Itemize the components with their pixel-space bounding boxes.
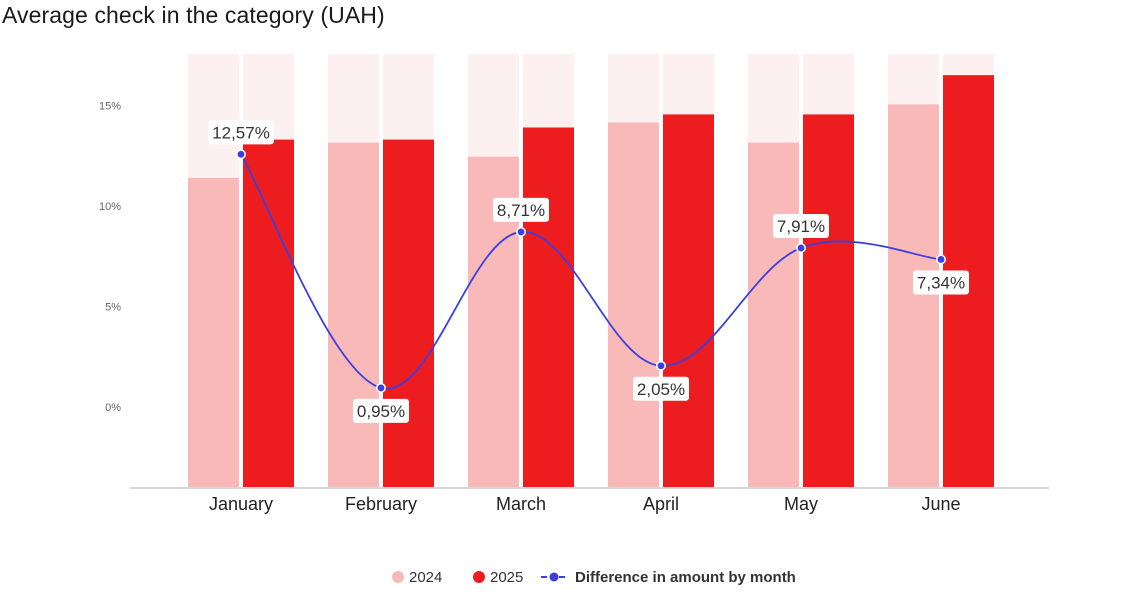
bar-2024 bbox=[608, 122, 659, 487]
x-tick-label: June bbox=[921, 494, 960, 514]
data-label-box bbox=[353, 398, 409, 423]
difference-point bbox=[936, 254, 946, 265]
difference-point bbox=[516, 226, 526, 237]
legend-marker-2025 bbox=[473, 571, 485, 583]
data-label: 7,34% bbox=[917, 273, 965, 292]
data-label: 2,05% bbox=[637, 380, 685, 399]
bar-2024 bbox=[888, 104, 939, 487]
bar-2024 bbox=[188, 177, 239, 487]
difference-point bbox=[236, 149, 246, 160]
y-tick-label: 5% bbox=[105, 302, 121, 314]
x-tick-label: May bbox=[784, 494, 818, 514]
y-tick-label: 15% bbox=[99, 101, 121, 113]
x-tick-label: April bbox=[643, 494, 679, 514]
x-tick-label: January bbox=[209, 494, 273, 514]
y-tick-label: 0% bbox=[105, 402, 121, 414]
chart-title: Average check in the category (UAH) bbox=[2, 2, 385, 28]
bar-2025 bbox=[663, 114, 714, 487]
bar-2024 bbox=[328, 142, 379, 487]
legend-marker-2024 bbox=[392, 571, 404, 583]
bar-2025 bbox=[803, 114, 854, 487]
data-label-box bbox=[773, 214, 829, 239]
legend-label-difference: Difference in amount by month bbox=[575, 569, 796, 586]
data-label-box bbox=[633, 376, 689, 401]
legend-label-2025: 2025 bbox=[490, 569, 523, 586]
x-tick-label: March bbox=[496, 494, 546, 514]
difference-point bbox=[376, 382, 386, 393]
data-label-box bbox=[493, 197, 549, 222]
difference-point bbox=[656, 360, 666, 371]
data-label: 7,91% bbox=[777, 217, 825, 236]
bar-2025 bbox=[383, 139, 434, 487]
legend-label-2024: 2024 bbox=[409, 569, 442, 586]
data-label-box bbox=[208, 120, 274, 145]
data-label-box bbox=[913, 270, 969, 295]
legend-marker-point bbox=[549, 572, 559, 582]
data-label: 12,57% bbox=[212, 123, 270, 142]
bar-2025 bbox=[243, 139, 294, 487]
data-label: 0,95% bbox=[357, 402, 405, 421]
bar-2025 bbox=[523, 127, 574, 487]
difference-point bbox=[796, 243, 806, 253]
bar-2024 bbox=[748, 142, 799, 487]
x-tick-label: February bbox=[345, 494, 417, 514]
data-label: 8,71% bbox=[497, 201, 545, 220]
y-tick-label: 10% bbox=[99, 201, 121, 213]
